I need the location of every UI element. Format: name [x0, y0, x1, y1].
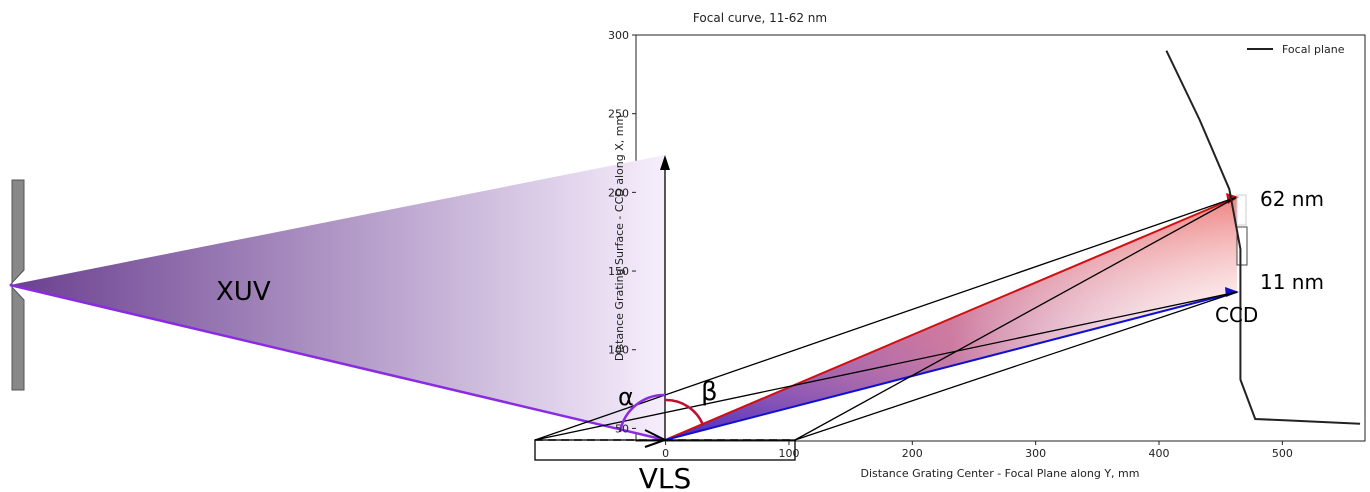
annotation: 62 nm	[1260, 187, 1324, 211]
plot-frame	[636, 35, 1365, 441]
y-tick-label: 250	[608, 108, 629, 121]
y-tick-label: 50	[615, 422, 629, 435]
annotation: 11 nm	[1260, 270, 1324, 294]
annotation: CCD	[1215, 303, 1258, 327]
x-tick-label: 500	[1272, 447, 1293, 460]
y-tick-label: 200	[608, 186, 629, 199]
annotation: β	[701, 377, 718, 407]
annotation: XUV	[216, 277, 271, 307]
x-tick-label: 100	[778, 447, 799, 460]
chart: Focal curve, 11-62 nm Distance Grating C…	[0, 0, 1370, 492]
annotation: α	[618, 383, 634, 411]
x-tick-label: 300	[1025, 447, 1046, 460]
y-tick-label: 100	[608, 344, 629, 357]
chart-title: Focal curve, 11-62 nm	[693, 11, 827, 25]
x-tick-label: 200	[902, 447, 923, 460]
y-tick-label: 300	[608, 29, 629, 42]
legend-label: Focal plane	[1282, 43, 1345, 56]
x-axis-label: Distance Grating Center - Focal Plane al…	[861, 467, 1140, 480]
y-tick-label: 150	[608, 265, 629, 278]
annotation: VLS	[639, 462, 692, 492]
y-axis-label: Distance Grating Surface - CCD along X, …	[613, 115, 626, 361]
xuv-beam	[10, 155, 665, 440]
x-tick-label: 0	[662, 447, 669, 460]
x-tick-label: 400	[1149, 447, 1170, 460]
